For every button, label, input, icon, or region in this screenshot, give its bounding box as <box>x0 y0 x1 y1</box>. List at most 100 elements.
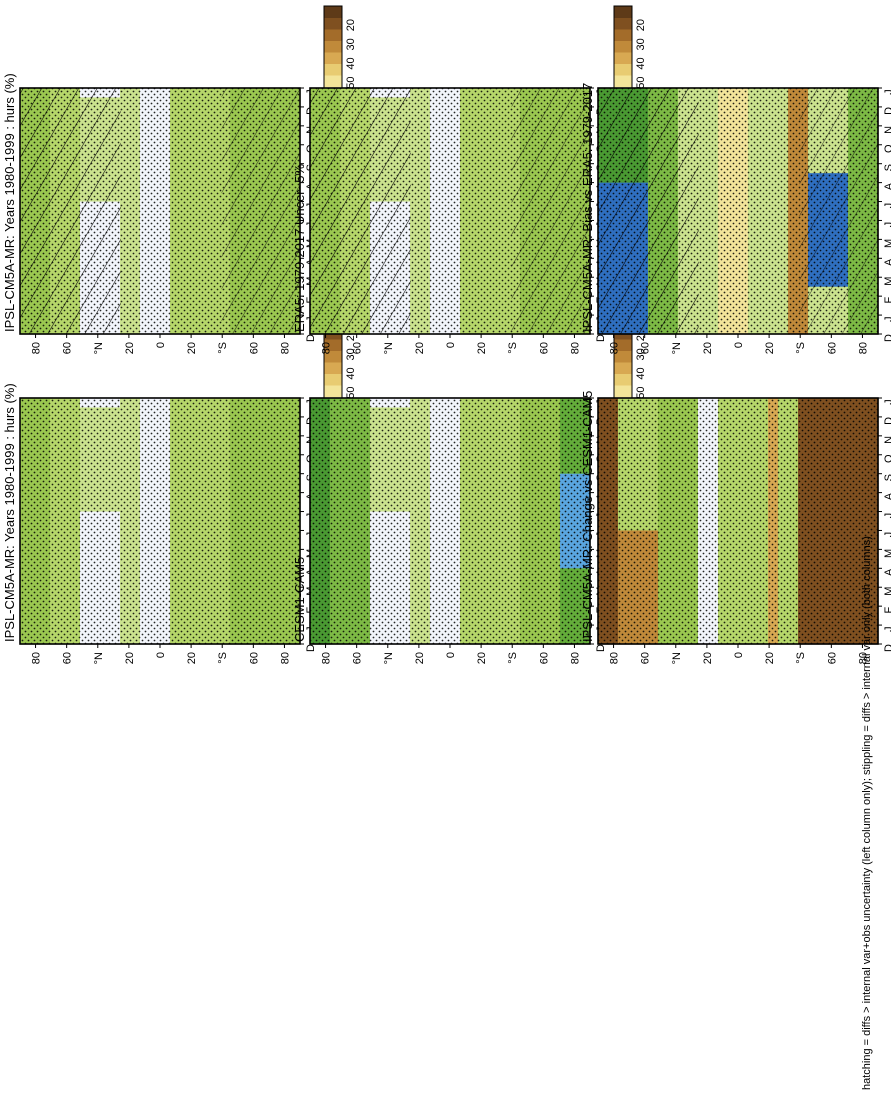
stippling-overlay <box>598 398 878 644</box>
y-tick-label: J <box>883 89 891 95</box>
x-tick-label: 80 <box>31 342 43 354</box>
colorbar-swatch <box>614 385 632 397</box>
colorbar-swatch <box>324 6 342 18</box>
x-tick-label: 20 <box>414 652 426 664</box>
colorbar-label: 40 <box>635 367 647 379</box>
chart-panel-4: CESM1-CAM58060°N20020°S6080DJFMAMJJASOND… <box>292 315 647 664</box>
chart-title: IPSL-CM5A-MR: Years 1980-1999 : hurs (%) <box>2 383 17 642</box>
stippling-overlay <box>20 398 300 644</box>
figure-footnote: hatching = diffs > internal var+obs unce… <box>861 536 873 1090</box>
chart-title: IPSL-CM5A-MR: Bias vs ERA5: 1979-2017 <box>580 83 595 332</box>
x-tick-label: 20 <box>414 342 426 354</box>
colorbar-swatch <box>324 75 342 87</box>
y-tick-label: M <box>883 277 891 286</box>
colorbar-swatch <box>324 63 342 76</box>
hatching-overlay <box>310 88 411 334</box>
x-tick-label: 80 <box>857 652 869 664</box>
colorbar-label: 30 <box>345 348 357 360</box>
chart-title: IPSL-CM5A-MR: Years 1980-1999 : hurs (%) <box>2 73 17 332</box>
colorbar-label: 50 <box>345 77 357 89</box>
x-tick-label: °S <box>217 342 229 354</box>
y-tick-label: J <box>883 626 891 632</box>
y-tick-label: J <box>883 203 891 209</box>
x-tick-label: °S <box>507 342 519 354</box>
x-tick-label: 20 <box>476 652 488 664</box>
stippling-overlay <box>310 398 590 644</box>
y-tick-label: A <box>883 258 891 266</box>
colorbar-label: 30 <box>635 38 647 50</box>
x-tick-label: 80 <box>857 342 869 354</box>
x-tick-label: 60 <box>640 652 652 664</box>
x-tick-label: °N <box>671 342 683 354</box>
colorbar-label: 50 <box>635 77 647 89</box>
colorbar-swatch <box>324 29 342 41</box>
colorbar-label: 40 <box>635 57 647 69</box>
chart-panel-3: ERA5: 1979-2017 Uncer~5%80 60 °N 20 0 20 °S 60 8… <box>292 5 647 354</box>
x-tick-label: 20 <box>702 342 714 354</box>
colorbar-swatch <box>614 75 632 87</box>
x-tick-label: 80 <box>321 652 333 664</box>
colorbar-swatch <box>324 52 342 64</box>
colorbar-swatch <box>324 373 342 386</box>
x-tick-label: °N <box>383 652 395 664</box>
x-tick-label: 20 <box>186 342 198 354</box>
y-tick-label: O <box>883 144 891 153</box>
colorbar-label: 30 <box>345 38 357 50</box>
x-tick-label: 80 <box>569 342 581 354</box>
chart-panel-5: IPSL-CM5A-MR: Bias vs ERA5: 1979-2017 80 6… <box>580 83 891 355</box>
x-tick-label: 20 <box>124 652 136 664</box>
x-tick-label: °N <box>93 342 105 354</box>
y-tick-label: F <box>883 297 891 304</box>
chart-panel-2: IPSL-CM5A-MR: Years 1980-1999 : hurs (%)… <box>2 315 357 664</box>
x-tick-label: 80 <box>279 652 291 664</box>
chart-title: CESM1-CAM5 <box>292 557 307 642</box>
x-tick-label: 60 <box>248 652 260 664</box>
x-tick-label: 20 <box>764 342 776 354</box>
hatching-overlay <box>221 88 300 334</box>
x-tick-label: 60 <box>826 652 838 664</box>
hatching-overlay <box>511 88 590 334</box>
x-tick-label: 20 <box>476 342 488 354</box>
x-tick-label: 80 <box>609 342 621 354</box>
colorbar-label: 40 <box>345 57 357 69</box>
y-tick-label: D <box>305 334 317 342</box>
x-tick-label: 60 <box>352 342 364 354</box>
y-tick-label: M <box>883 587 891 596</box>
colorbar-label: 50 <box>635 387 647 399</box>
colorbar-swatch <box>614 6 632 18</box>
colorbar-swatch <box>614 362 632 374</box>
x-tick-label: °N <box>383 342 395 354</box>
x-tick-label: 80 <box>569 652 581 664</box>
x-tick-label: 60 <box>826 342 838 354</box>
x-tick-label: 60 <box>640 342 652 354</box>
colorbar-swatch <box>614 373 632 386</box>
x-tick-label: 60 <box>538 342 550 354</box>
colorbar-swatch <box>614 29 632 41</box>
y-tick-label: M <box>883 239 891 248</box>
y-tick-label: J <box>883 222 891 228</box>
y-tick-label: D <box>595 644 607 652</box>
x-tick-label: 80 <box>609 652 621 664</box>
x-tick-label: 20 <box>124 342 136 354</box>
y-tick-label: J <box>883 316 891 322</box>
y-tick-label: N <box>883 126 891 134</box>
y-tick-label: F <box>883 607 891 614</box>
colorbar-swatch <box>614 339 632 351</box>
x-tick-label: 60 <box>248 342 260 354</box>
y-tick-label: J <box>883 399 891 405</box>
x-tick-label: 0 <box>445 652 457 658</box>
colorbar-label: 30 <box>635 348 647 360</box>
hatching-overlay <box>598 88 699 334</box>
y-tick-label: A <box>883 182 891 190</box>
x-tick-label: 0 <box>733 342 745 348</box>
colorbar-label: 40 <box>345 367 357 379</box>
colorbar-swatch <box>614 40 632 53</box>
y-tick-label: D <box>883 334 891 342</box>
colorbar-swatch <box>324 385 342 397</box>
colorbar-swatch <box>614 350 632 363</box>
y-tick-label: A <box>883 492 891 500</box>
y-tick-label: J <box>883 513 891 519</box>
y-tick-label: D <box>595 334 607 342</box>
